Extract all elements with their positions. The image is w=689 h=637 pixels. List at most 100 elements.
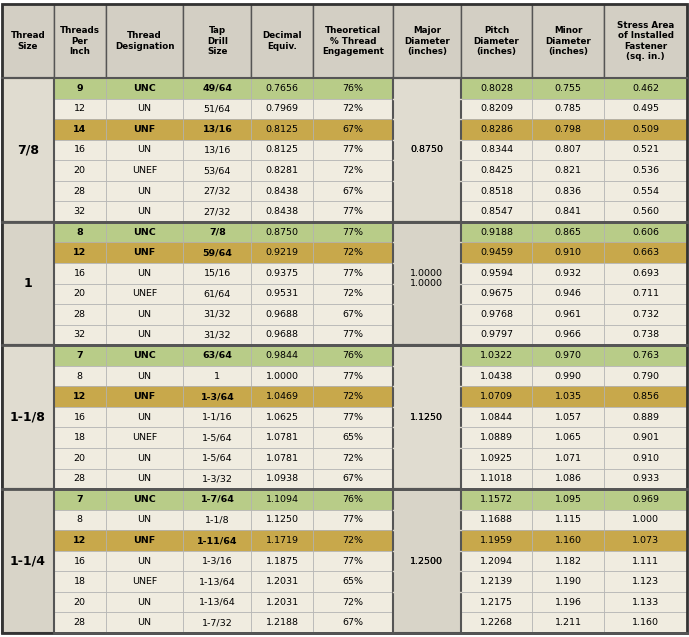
Bar [393, 161, 461, 181]
Text: Tap
Drill
Size: Tap Drill Size [207, 26, 228, 56]
Bar [183, 407, 251, 427]
Text: 0.732: 0.732 [632, 310, 659, 319]
Text: UNC: UNC [133, 351, 156, 360]
Text: 32: 32 [74, 207, 86, 216]
Text: 1.0438: 1.0438 [480, 371, 513, 380]
Bar [183, 243, 251, 263]
Bar [533, 181, 604, 201]
Bar [604, 510, 687, 530]
Bar [461, 283, 533, 304]
Bar [105, 448, 183, 469]
Text: 1-1/8: 1-1/8 [205, 515, 229, 524]
Text: 15/16: 15/16 [204, 269, 231, 278]
Bar [54, 366, 105, 386]
Bar [393, 592, 461, 612]
Bar [313, 140, 393, 161]
Bar [313, 407, 393, 427]
Text: 0.932: 0.932 [555, 269, 582, 278]
Bar [105, 222, 183, 243]
Bar [393, 99, 461, 119]
Text: 72%: 72% [342, 104, 364, 113]
Bar [251, 283, 313, 304]
Bar [251, 571, 313, 592]
Bar [251, 119, 313, 140]
Text: 1.190: 1.190 [555, 577, 582, 586]
Bar [393, 366, 461, 386]
Bar [393, 304, 461, 325]
Bar [251, 551, 313, 571]
Text: 1-7/32: 1-7/32 [202, 619, 233, 627]
Text: 0.961: 0.961 [555, 310, 582, 319]
Bar [251, 469, 313, 489]
Bar [105, 427, 183, 448]
Text: 28: 28 [74, 187, 85, 196]
Bar [461, 448, 533, 469]
Bar [461, 612, 533, 633]
Bar [393, 530, 461, 551]
Text: 7/8: 7/8 [17, 143, 39, 157]
Text: 0.7656: 0.7656 [266, 84, 299, 93]
Bar [251, 181, 313, 201]
Text: 72%: 72% [342, 392, 364, 401]
Bar [604, 571, 687, 592]
Bar [393, 448, 461, 469]
Bar [461, 140, 533, 161]
Bar [54, 510, 105, 530]
Bar [604, 4, 687, 78]
Bar [2, 222, 54, 345]
Text: 65%: 65% [342, 433, 364, 442]
Bar [54, 78, 105, 99]
Text: 1-11/64: 1-11/64 [197, 536, 238, 545]
Bar [54, 571, 105, 592]
Text: 77%: 77% [342, 145, 364, 154]
Text: 32: 32 [74, 331, 86, 340]
Text: 9: 9 [76, 84, 83, 93]
Bar [313, 243, 393, 263]
Bar [313, 427, 393, 448]
Bar [105, 99, 183, 119]
Bar [54, 407, 105, 427]
Text: UNF: UNF [134, 248, 156, 257]
Text: 1.182: 1.182 [555, 557, 582, 566]
Text: UN: UN [138, 598, 152, 606]
Text: 1.133: 1.133 [632, 598, 659, 606]
Text: 1-1/8: 1-1/8 [10, 411, 46, 424]
Text: 1-1/4: 1-1/4 [10, 555, 46, 568]
Bar [313, 181, 393, 201]
Bar [105, 243, 183, 263]
Bar [54, 612, 105, 633]
Bar [393, 263, 461, 283]
Text: UNEF: UNEF [132, 289, 157, 298]
Text: 0.910: 0.910 [632, 454, 659, 462]
Bar [461, 510, 533, 530]
Bar [251, 4, 313, 78]
Text: 0.990: 0.990 [555, 371, 582, 380]
Bar [251, 325, 313, 345]
Text: 61/64: 61/64 [204, 289, 231, 298]
Text: 8: 8 [76, 227, 83, 237]
Bar [393, 201, 461, 222]
Bar [251, 612, 313, 633]
Text: 12: 12 [73, 248, 86, 257]
Text: 13/16: 13/16 [204, 145, 231, 154]
Bar [533, 304, 604, 325]
Bar [183, 592, 251, 612]
Bar [393, 551, 461, 571]
Bar [533, 99, 604, 119]
Text: 16: 16 [74, 269, 85, 278]
Text: 1.0889: 1.0889 [480, 433, 513, 442]
Text: 1: 1 [214, 371, 220, 380]
Bar [461, 551, 533, 571]
Text: 14: 14 [73, 125, 86, 134]
Bar [393, 4, 461, 78]
Bar [604, 99, 687, 119]
Bar [533, 551, 604, 571]
Text: 0.8438: 0.8438 [266, 187, 299, 196]
Bar [183, 366, 251, 386]
Text: 72%: 72% [342, 289, 364, 298]
Bar [533, 407, 604, 427]
Bar [604, 78, 687, 99]
Bar [604, 161, 687, 181]
Text: Major
Diameter
(inches): Major Diameter (inches) [404, 26, 450, 56]
Bar [393, 510, 461, 530]
